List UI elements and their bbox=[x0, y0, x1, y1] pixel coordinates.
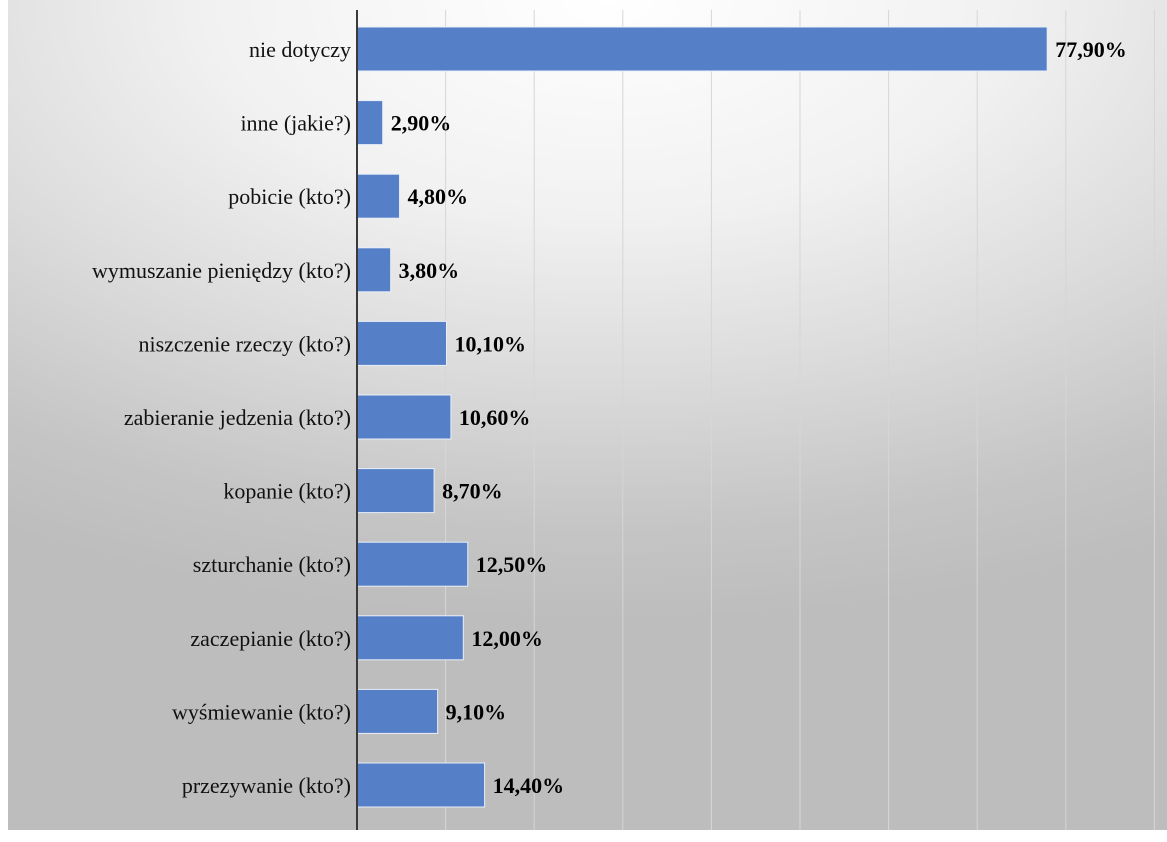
category-label: wyśmiewanie (kto?) bbox=[172, 699, 351, 724]
bar bbox=[356, 468, 435, 514]
data-label: 3,80% bbox=[399, 258, 460, 283]
category-label: pobicie (kto?) bbox=[228, 184, 351, 209]
data-label: 10,10% bbox=[454, 331, 525, 356]
category-label: inne (jakie?) bbox=[240, 111, 351, 136]
data-label: 10,60% bbox=[459, 405, 531, 430]
chart-area: nie dotyczy inne (jakie?) pobicie (kto?) wy… bbox=[8, 0, 1167, 830]
data-label: 12,00% bbox=[471, 626, 543, 651]
category-label: kopanie (kto?) bbox=[223, 479, 351, 504]
data-label: 14,40% bbox=[493, 773, 564, 798]
bar bbox=[356, 100, 384, 146]
category-label: szturchanie (kto?) bbox=[193, 552, 351, 577]
category-label: zaczepianie (kto?) bbox=[190, 626, 351, 651]
data-label: 4,80% bbox=[408, 184, 469, 209]
bar bbox=[356, 688, 439, 734]
bar bbox=[356, 762, 486, 808]
bar-chart: nie dotyczy inne (jakie?) pobicie (kto?) wy… bbox=[92, 10, 1155, 830]
bars bbox=[356, 26, 1048, 808]
bar bbox=[356, 615, 464, 661]
bar bbox=[356, 320, 447, 366]
gridlines bbox=[445, 10, 1155, 830]
data-label: 12,50% bbox=[476, 552, 548, 577]
data-label: 77,90% bbox=[1055, 37, 1127, 62]
category-labels: nie dotyczy inne (jakie?) pobicie (kto?) wy… bbox=[92, 37, 351, 798]
bar bbox=[356, 26, 1048, 72]
category-label: zabieranie jedzenia (kto?) bbox=[124, 405, 351, 430]
data-label: 9,10% bbox=[446, 699, 507, 724]
bar bbox=[356, 247, 392, 293]
bar bbox=[356, 173, 401, 219]
data-label: 8,70% bbox=[442, 479, 503, 504]
data-label: 2,90% bbox=[391, 111, 452, 136]
bar bbox=[356, 541, 469, 587]
category-label: przezywanie (kto?) bbox=[182, 773, 351, 798]
value-labels: 77,90% 2,90% 4,80% 3,80% 10,10% 10,60% 8,70% 12… bbox=[391, 37, 1127, 798]
category-label: wymuszanie pieniędzy (kto?) bbox=[92, 258, 351, 283]
category-label: niszczenie rzeczy (kto?) bbox=[138, 331, 351, 356]
bar bbox=[356, 394, 452, 440]
category-label: nie dotyczy bbox=[249, 37, 351, 62]
